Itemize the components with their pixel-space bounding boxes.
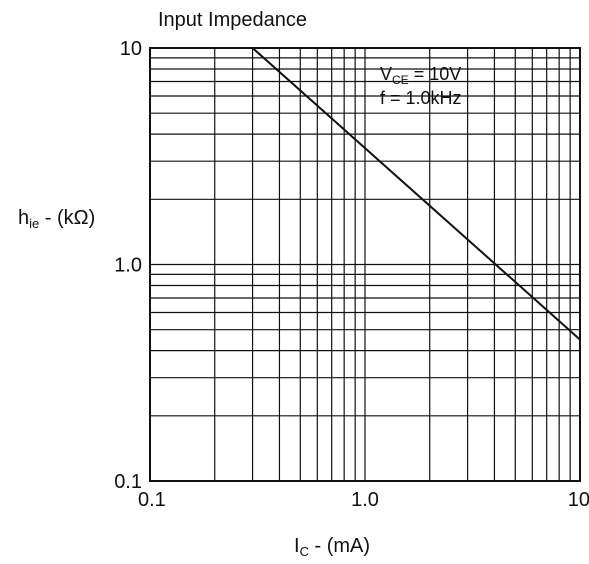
series-line — [251, 47, 581, 341]
chart-title: Input Impedance — [158, 9, 307, 31]
annotation-vce: VCE = 10V — [380, 64, 461, 87]
annotation-frequency: f = 1.0kHz — [380, 88, 462, 108]
series-group — [251, 47, 581, 341]
y-tick-label: 1.0 — [114, 255, 142, 277]
x-tick-label: 10 — [568, 489, 589, 511]
y-axis-label: hie - (kΩ) — [18, 207, 95, 231]
y-tick-label: 0.1 — [114, 471, 142, 493]
x-tick-label: 1.0 — [351, 489, 379, 511]
plot-frame — [149, 47, 581, 482]
plot-border — [149, 47, 581, 482]
y-tick-labels: 0.1 1.0 10 — [114, 38, 142, 493]
x-tick-label: 0.1 — [138, 489, 166, 511]
x-axis-label: IC - (mA) — [294, 535, 370, 559]
y-tick-label: 10 — [120, 38, 142, 60]
grid — [149, 47, 581, 482]
x-tick-labels: 0.1 1.0 10 — [138, 489, 589, 511]
